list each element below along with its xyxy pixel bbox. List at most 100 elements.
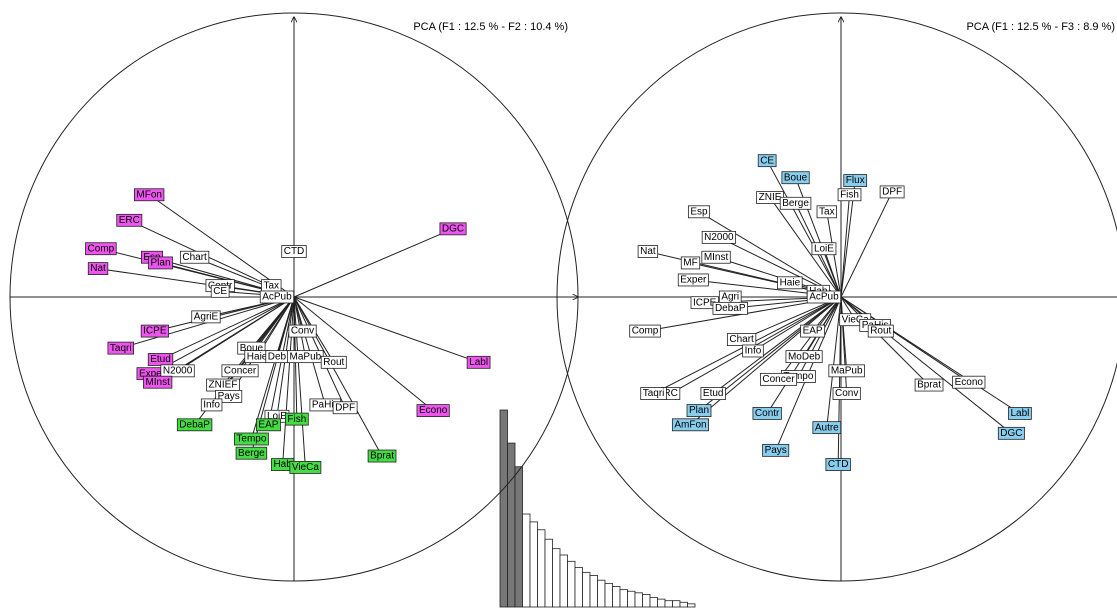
variable-label: DPF [335,402,355,413]
label-box [686,404,712,418]
scree-bar [687,603,696,608]
variable-label: Flux [846,175,865,186]
variable-label: Plan [151,258,171,269]
label-box [677,273,709,287]
label-box [757,154,777,168]
label-box [107,341,135,355]
label-box [762,443,790,457]
scree-bar [642,593,651,608]
variable-label: Info [745,346,762,357]
loading-arrow [293,296,479,362]
label-box [785,350,823,364]
variable-label: Contr [755,408,780,419]
label-box [235,446,268,460]
label-box [742,344,764,358]
variable-label: MoDeb [788,351,821,362]
variable-label: Conv [291,326,314,337]
loading-arrow [293,229,453,298]
scree-bar [559,554,568,608]
variable-label: VieCa [292,462,319,473]
loading-arrow [699,212,842,298]
variable-label: LoiE [267,411,287,422]
variable-label: Bprat [917,380,941,391]
chart-title: PCA (F1 : 12.5 % - F3 : 8.9 %) [966,21,1115,33]
loading-arrow [152,296,295,374]
scree-bar [522,513,531,608]
label-box [116,213,143,227]
variable-label: Chart [182,252,207,263]
label-box [143,375,173,389]
chart-title: PCA (F1 : 12.5 % - F2 : 10.4 %) [413,21,568,33]
loading-arrow [827,296,842,428]
label-box [781,171,810,185]
label-box [637,245,659,258]
variable-label: AcPub [262,292,292,303]
variable-label: Berge [782,198,809,209]
loading-arrow [840,296,929,385]
variable-label: Plan [689,405,709,416]
labels: MFonERCCompEspPlanNatChartCTDDGCContrCET… [85,188,491,474]
loading-arrow [840,195,850,298]
label-box [439,222,467,236]
label-box [701,230,737,244]
variable-label: Pays [765,445,787,456]
label-box [320,355,347,369]
variable-label: AgriE [194,312,219,323]
loading-arrow [161,296,295,359]
label-box [367,449,397,463]
scree-bar [514,466,523,608]
scree-bar [597,579,606,608]
variable-label: Nat [90,263,106,274]
label-box [914,378,944,392]
label-box [700,387,726,400]
variable-label: Tax [819,206,835,217]
variable-label: MaPub [290,351,322,362]
label-box [289,460,322,474]
label-box [176,418,213,432]
variable-label: Boue [240,343,264,354]
label-box [160,364,195,378]
loading-arrow [283,296,295,465]
label-box [221,364,259,378]
scree-bar [664,600,673,608]
variable-label: EAP [803,326,823,337]
variable-label: Concer [224,365,257,376]
variable-label: Rout [870,326,891,337]
variable-label: Econo [955,377,984,388]
variable-label: RC [663,388,677,399]
variable-label: MaPub [831,365,863,376]
scree-bar [634,592,643,608]
loading-arrow [770,198,842,298]
variable-label: Esp [690,206,708,217]
loading-arrow [840,192,892,298]
label-box [816,205,837,219]
loading-arrow [767,161,842,298]
variable-label: ZNIEF [209,380,238,391]
variable-label: Tempo [783,371,813,382]
variable-label: Labl [469,357,488,368]
label-box [256,418,281,432]
scree-bar [672,600,681,608]
label-box [701,250,731,264]
loading-arrow [251,296,295,439]
variable-label: Comp [88,243,115,254]
variable-label: Tempo [236,434,266,445]
variable-label: Hab [273,459,292,470]
loading-arrow [742,296,842,340]
scree-bar [604,582,613,608]
variable-label: Chart [729,334,754,345]
scree-bar [567,560,576,608]
variable-label: ICPE [693,297,717,308]
variable-label: CTD [828,459,849,470]
label-box [210,284,230,298]
variable-label: Conv [835,388,858,399]
variable-label: Econo [419,405,448,416]
label-box [288,324,317,338]
label-box [466,355,491,369]
variable-label: Etud [150,354,171,365]
scree-bar [499,409,508,608]
variable-label: CE [213,286,227,297]
loading-arrow [690,296,842,425]
label-box [837,188,862,202]
